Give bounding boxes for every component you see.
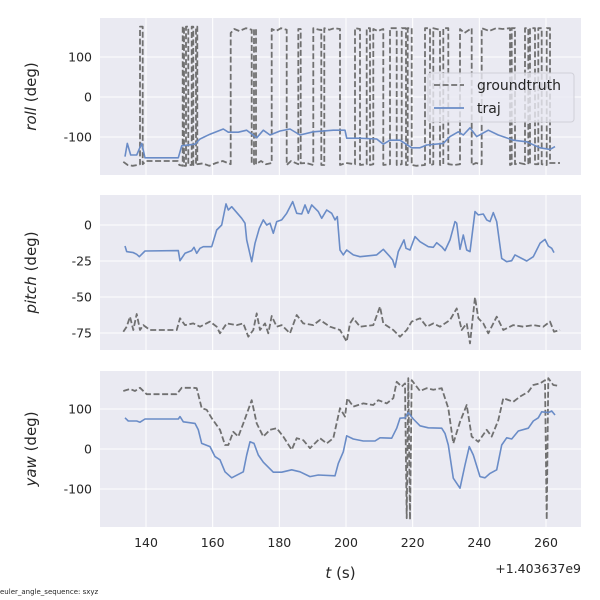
y-tick-label: -25 [72, 253, 92, 268]
x-tick-label: 220 [401, 535, 425, 550]
yaw-panel: 100 0 -100 yaw (deg) 140 160 180 200 220 240 260 t … [22, 371, 581, 582]
legend: groundtruth traj [427, 72, 575, 123]
x-tick-label: 180 [267, 535, 291, 550]
roll-panel: 100 0 -100 roll (deg) groundtruth traj [22, 18, 581, 175]
y-tick-label: 0 [84, 90, 92, 105]
traj-line [124, 410, 556, 489]
x-axis-label-var: t [325, 564, 332, 582]
y-tick-label: -100 [64, 130, 92, 145]
y-tick-label: 100 [68, 50, 92, 65]
euler-sequence-note: euler_angle_sequence: sxyz [0, 588, 99, 596]
legend-label-groundtruth: groundtruth [477, 78, 561, 94]
y-tick-label: 100 [68, 402, 92, 417]
x-tick-label: 160 [201, 535, 225, 550]
x-axis-label-unit: (s) [331, 564, 355, 582]
x-axis-label: t (s) [325, 564, 355, 582]
pitch-panel: 0 -25 -50 -75 pitch (deg) [22, 195, 581, 350]
y-tick-label: 0 [84, 442, 92, 457]
y-axis-label: roll (deg) [22, 62, 40, 130]
y-axis-label-unit: (deg) [22, 231, 40, 276]
y-axis-label: pitch (deg) [22, 231, 40, 314]
x-tick-label: 240 [467, 535, 491, 550]
traj-line [124, 127, 556, 159]
y-axis-label-unit: (deg) [22, 62, 40, 107]
legend-box [427, 72, 575, 123]
legend-label-traj: traj [477, 101, 501, 117]
y-axis-label-var: pitch [22, 276, 40, 314]
groundtruth-line [122, 25, 560, 167]
y-tick-label: -100 [64, 482, 92, 497]
traj-line [124, 200, 555, 269]
y-axis-label-var: roll [22, 106, 40, 131]
series-group [123, 377, 559, 521]
y-axis-label: yaw (deg) [22, 411, 40, 487]
y-tick-label: -50 [72, 289, 92, 304]
x-offset-label: +1.403637e9 [495, 561, 581, 576]
x-tick-label: 260 [534, 535, 558, 550]
y-tick-label: -75 [72, 326, 92, 341]
groundtruth-line [122, 296, 561, 345]
x-tick-label: 200 [334, 535, 358, 550]
series-group [122, 25, 560, 167]
groundtruth-line [123, 377, 559, 521]
y-tick-label: 0 [84, 217, 92, 232]
x-tick-label: 140 [134, 535, 158, 550]
y-axis-label-var: yaw [22, 455, 40, 487]
axes-background [100, 195, 581, 350]
series-group [122, 200, 561, 345]
y-axis-label-unit: (deg) [22, 411, 40, 456]
